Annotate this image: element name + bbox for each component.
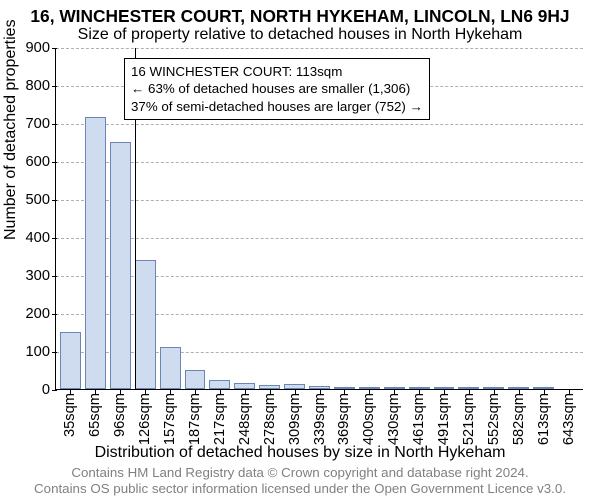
footer-line-2: Contains OS public sector information li…	[0, 481, 600, 498]
x-tick-label: 309sqm	[287, 389, 303, 445]
histogram-bar	[160, 347, 181, 389]
x-tick-label: 461sqm	[411, 389, 427, 445]
x-tick-label: 187sqm	[187, 389, 203, 445]
bar-slot: 65sqm	[83, 48, 108, 389]
footer: Contains HM Land Registry data © Crown c…	[0, 465, 600, 498]
y-axis-label: Number of detached properties	[2, 19, 20, 240]
y-tick-label: 500	[26, 192, 56, 208]
y-tick-label: 600	[26, 154, 56, 170]
histogram-bar	[185, 370, 206, 389]
annotation-line-1: 16 WINCHESTER COURT: 113sqm	[131, 63, 423, 80]
x-tick-label: 643sqm	[561, 389, 577, 445]
x-tick-label: 582sqm	[511, 389, 527, 445]
x-tick-label: 400sqm	[361, 389, 377, 445]
x-axis-label: Distribution of detached houses by size …	[0, 444, 600, 462]
x-tick-label: 552sqm	[486, 389, 502, 445]
histogram-bar	[135, 260, 156, 389]
x-tick-label: 521sqm	[461, 389, 477, 445]
y-tick-label: 400	[26, 230, 56, 246]
footer-line-1: Contains HM Land Registry data © Crown c…	[0, 465, 600, 482]
bar-slot: 582sqm	[506, 48, 531, 389]
bar-slot: 643sqm	[556, 48, 581, 389]
y-tick-label: 100	[26, 344, 56, 360]
x-tick-label: 157sqm	[162, 389, 178, 445]
x-tick-label: 613sqm	[536, 389, 552, 445]
bar-slot: 552sqm	[481, 48, 506, 389]
y-tick-label: 200	[26, 306, 56, 322]
y-tick-label: 700	[26, 116, 56, 132]
x-tick-label: 339sqm	[312, 389, 328, 445]
x-tick-label: 96sqm	[112, 389, 128, 437]
x-tick-label: 248sqm	[237, 389, 253, 445]
chart-title-main: 16, WINCHESTER COURT, NORTH HYKEHAM, LIN…	[0, 6, 600, 27]
chart-title-sub: Size of property relative to detached ho…	[0, 26, 600, 44]
x-tick-label: 65sqm	[87, 389, 103, 437]
annotation-line-2: ← 63% of detached houses are smaller (1,…	[131, 80, 423, 97]
annotation-line-3: 37% of semi-detached houses are larger (…	[131, 98, 423, 115]
x-tick-label: 369sqm	[336, 389, 352, 445]
y-tick-label: 900	[26, 40, 56, 56]
y-tick-label: 0	[42, 382, 56, 398]
x-tick-label: 491sqm	[436, 389, 452, 445]
x-tick-label: 278sqm	[262, 389, 278, 445]
bar-slot: 491sqm	[432, 48, 457, 389]
bar-slot: 613sqm	[531, 48, 556, 389]
x-tick-label: 35sqm	[62, 389, 78, 437]
x-tick-label: 217sqm	[212, 389, 228, 445]
chart-container: 16, WINCHESTER COURT, NORTH HYKEHAM, LIN…	[0, 0, 600, 500]
x-tick-label: 126sqm	[137, 389, 153, 445]
x-tick-label: 430sqm	[386, 389, 402, 445]
histogram-bar	[85, 117, 106, 389]
histogram-bar	[110, 142, 131, 389]
y-tick-label: 300	[26, 268, 56, 284]
bar-slot: 35sqm	[58, 48, 83, 389]
histogram-bar	[209, 380, 230, 390]
bar-slot: 521sqm	[457, 48, 482, 389]
annotation-box: 16 WINCHESTER COURT: 113sqm ← 63% of det…	[124, 58, 430, 120]
y-tick-label: 800	[26, 78, 56, 94]
plot-area: 35sqm65sqm96sqm126sqm157sqm187sqm217sqm2…	[55, 48, 583, 390]
histogram-bar	[60, 332, 81, 389]
